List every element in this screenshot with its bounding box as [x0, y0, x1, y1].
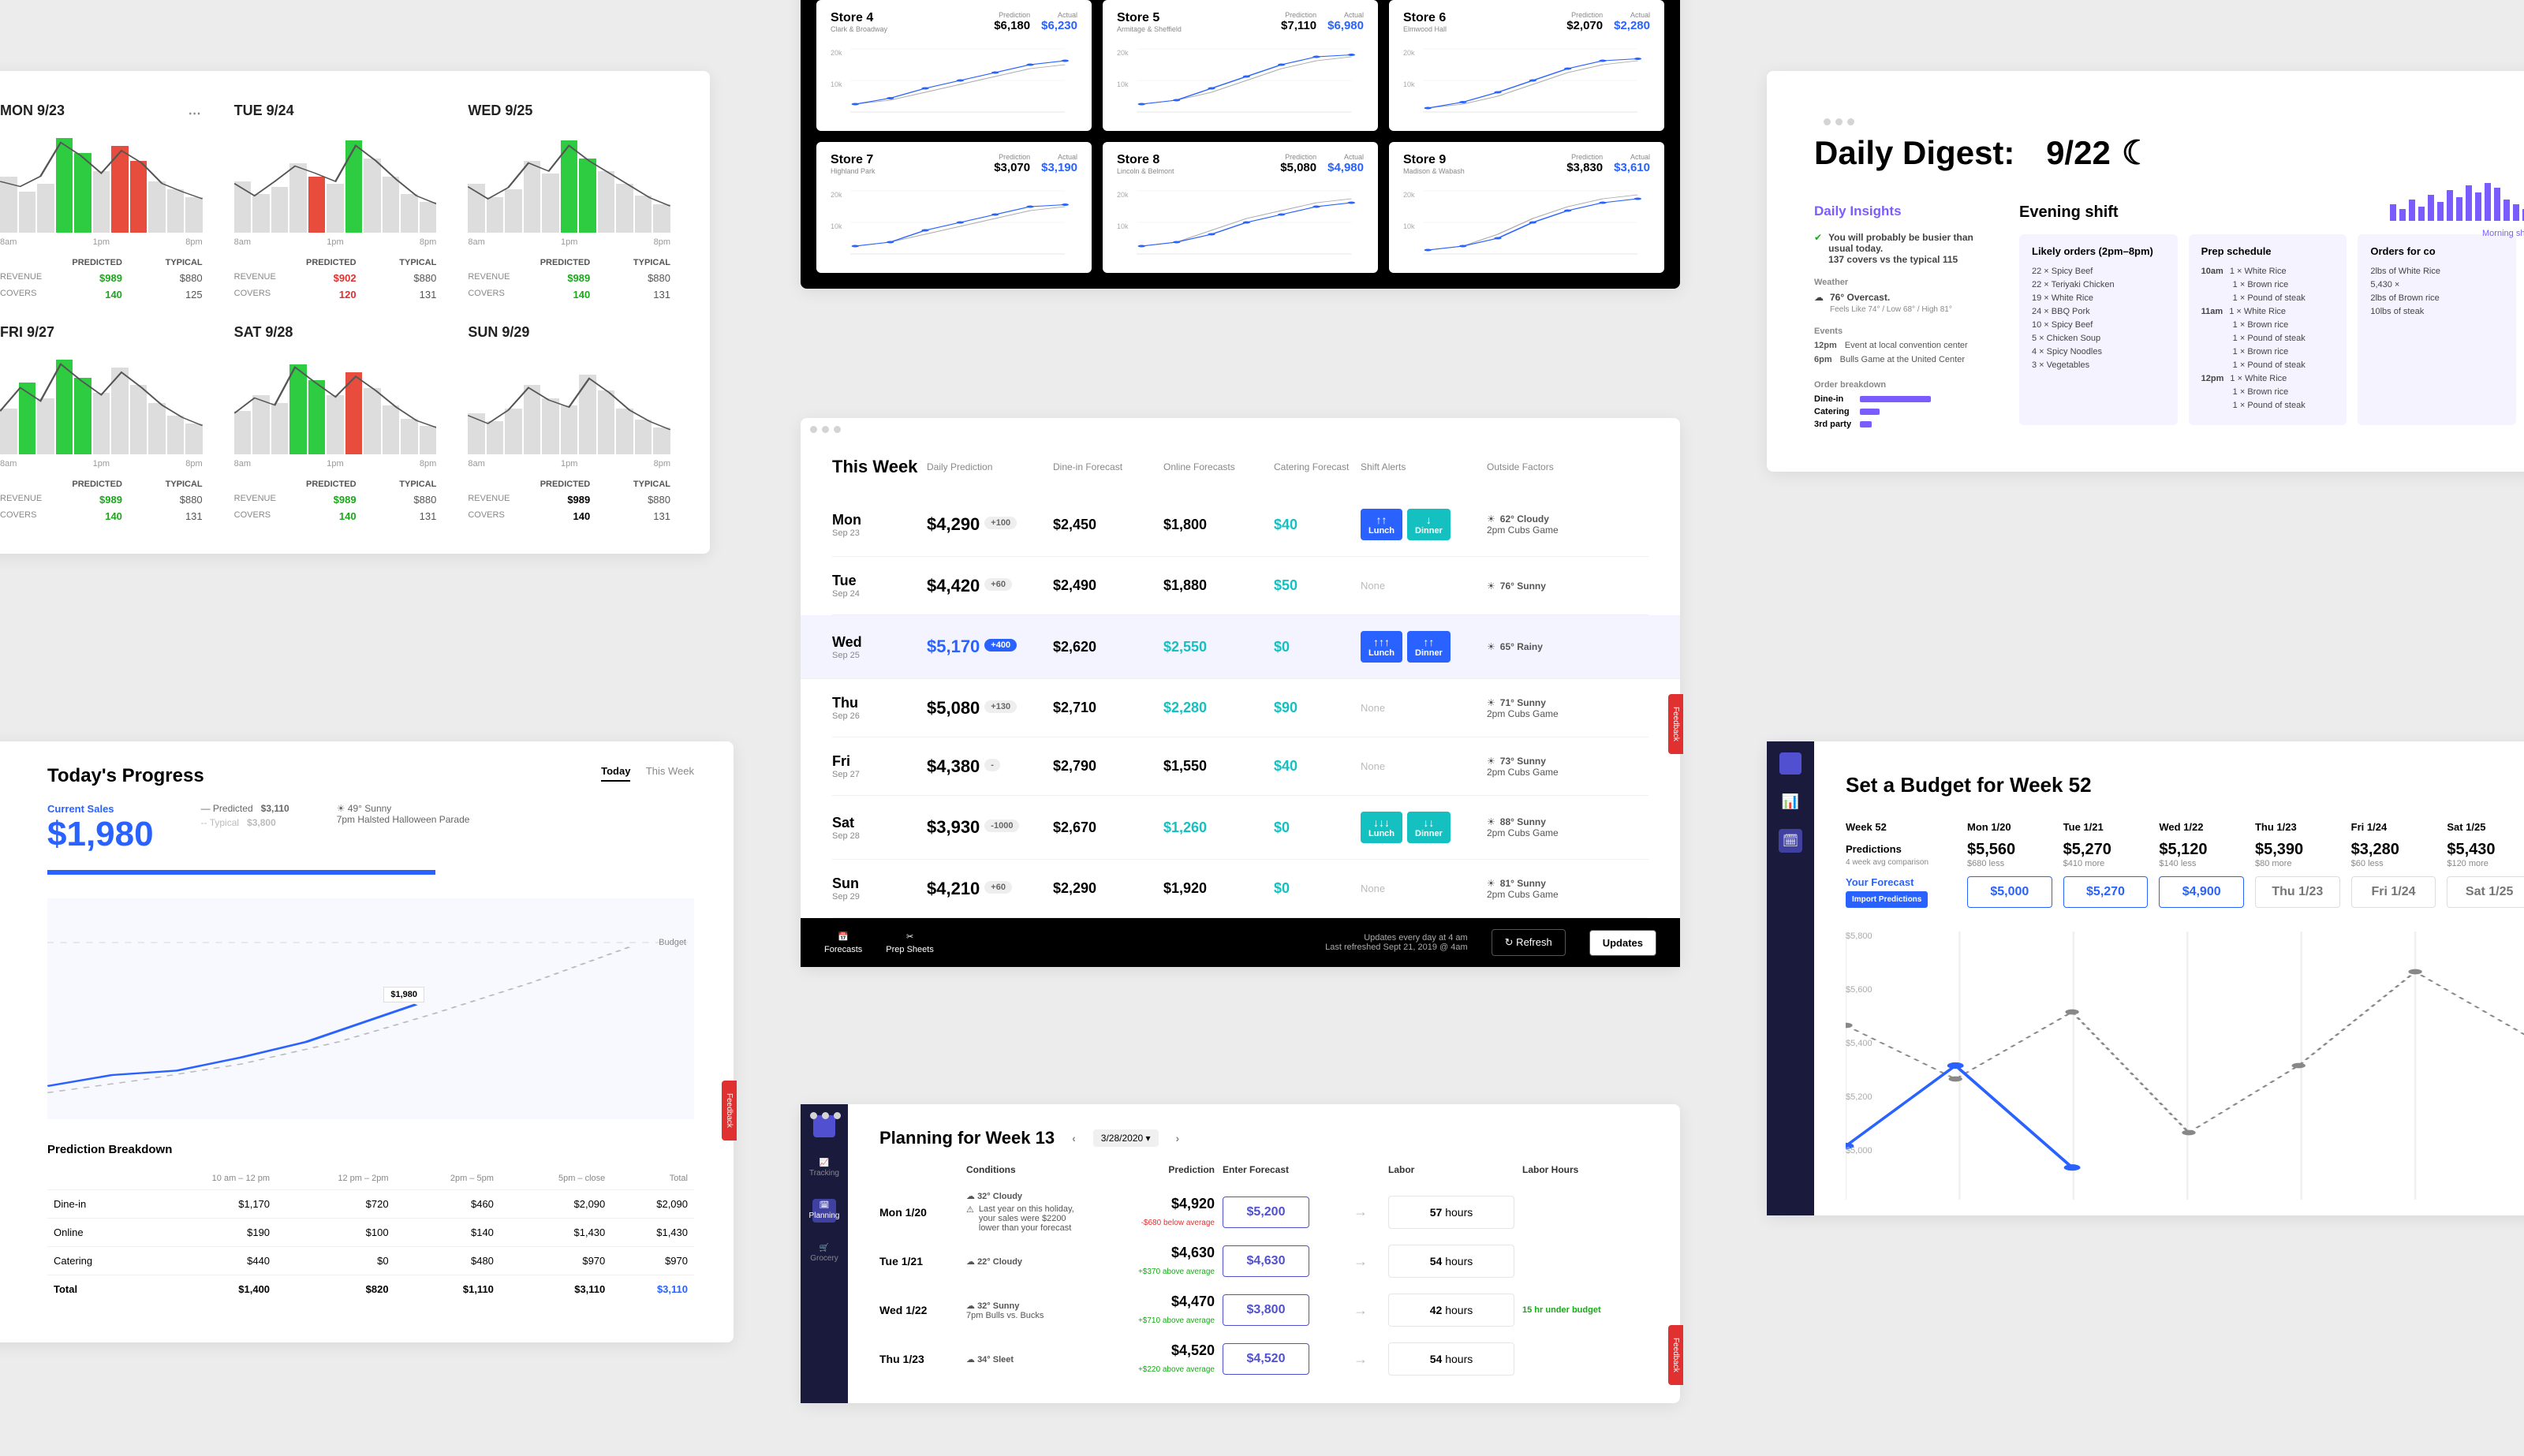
side-nav: 📊 🗓 — [1767, 741, 1814, 1215]
next-week[interactable]: › — [1170, 1130, 1186, 1146]
store-comparison-panel: Store 4Clark & Broadway Prediction$6,180… — [801, 0, 1680, 289]
nav-planning[interactable]: 🗓 — [1779, 829, 1802, 853]
forecast-input[interactable] — [1223, 1294, 1309, 1326]
side-nav: 📈Tracking 🗓Planning 🛒Grocery — [801, 1104, 848, 1403]
nav-prep-sheets[interactable]: ✂Prep Sheets — [886, 931, 934, 954]
refresh-button[interactable]: ↻ Refresh — [1492, 929, 1566, 956]
feedback-tab[interactable]: Feedback — [722, 1081, 737, 1141]
page-title: Today's Progress — [47, 765, 204, 787]
forecast-input[interactable] — [1223, 1197, 1309, 1228]
side-chart — [0, 828, 32, 1012]
digest-title: Daily Digest: 9/22 ☾ — [1814, 133, 2516, 172]
planning-panel: 📈Tracking 🗓Planning 🛒Grocery Planning fo… — [801, 1104, 1680, 1403]
forecast-input[interactable] — [1223, 1343, 1309, 1375]
nav-grocery[interactable]: 🛒Grocery — [812, 1241, 836, 1265]
budget-panel: 📊 🗓 Set a Budget for Week 52 Week 52Mon … — [1767, 741, 2524, 1215]
current-sales-value: $1,980 — [47, 815, 154, 854]
forecast-input[interactable] — [2447, 876, 2524, 908]
forecast-input[interactable] — [1967, 876, 2052, 908]
this-week-panel: This WeekDaily PredictionDine-in Forecas… — [801, 418, 1680, 967]
import-predictions-button[interactable]: Import Predictions — [1846, 891, 1928, 908]
sparkline — [2390, 174, 2524, 221]
planning-title: Planning for Week 13 ‹ 3/28/2020 ▾ › — [879, 1128, 1648, 1148]
prediction-breakdown: Prediction Breakdown 10 am – 12 pm12 pm … — [47, 1143, 694, 1303]
updates-button[interactable]: Updates — [1589, 930, 1656, 956]
feedback-tab[interactable]: Feedback — [1668, 694, 1683, 754]
nav-tracking[interactable]: 📈Tracking — [812, 1156, 836, 1180]
weekly-prediction-panel: ond▾ MON 9/23⋯ 8am1pm8pm PREDICTEDTYPICA… — [0, 71, 710, 554]
daily-insights: Daily Insights ✔You will probably be bus… — [1814, 203, 1996, 432]
current-sales-label: Current Sales — [47, 803, 154, 815]
tab-today[interactable]: Today — [601, 765, 630, 782]
current-point-badge: $1,980 — [383, 987, 424, 1002]
forecast-input[interactable] — [2351, 876, 2436, 908]
legend: — Predicted $3,110 -- Typical $3,800 — [201, 803, 289, 854]
footer-bar: 📅Forecasts ✂Prep Sheets Updates every da… — [801, 918, 1680, 967]
nav-overview[interactable]: 📊 — [1782, 793, 1799, 810]
logo-icon[interactable] — [1779, 752, 1802, 775]
tabs: Today This Week — [601, 765, 694, 777]
sparkline-label: Morning shift — [2482, 229, 2524, 238]
feedback-tab[interactable]: Feedback — [1668, 1325, 1683, 1385]
weather-info: ☀ 49° Sunny 7pm Halsted Halloween Parade — [337, 803, 470, 854]
moon-icon: ☾ — [2122, 133, 2152, 172]
nav-planning[interactable]: 🗓Planning — [812, 1199, 836, 1223]
prev-week[interactable]: ‹ — [1066, 1130, 1082, 1146]
date-pill[interactable]: 3/28/2020 ▾ — [1093, 1129, 1159, 1147]
nav-forecasts[interactable]: 📅Forecasts — [824, 931, 862, 954]
progress-chart: Budget $1,980 — [47, 898, 694, 1119]
progress-bar — [47, 870, 435, 875]
daily-digest-panel: Daily Digest: 9/22 ☾ Morning shift Daily… — [1767, 71, 2524, 472]
forecast-input[interactable] — [2159, 876, 2244, 908]
budget-chart: $5,800$5,600$5,400$5,200$5,000 — [1846, 931, 2524, 1200]
forecast-input[interactable] — [2255, 876, 2340, 908]
todays-progress-panel: in Review Today's Progress Today This We… — [0, 741, 734, 1342]
budget-title: Set a Budget for Week 52 — [1846, 773, 2524, 797]
tab-this-week[interactable]: This Week — [646, 765, 694, 777]
forecast-input[interactable] — [2063, 876, 2149, 908]
evening-shift: Evening shift Likely orders (2pm–8pm)22 … — [2019, 203, 2516, 432]
forecast-input[interactable] — [1223, 1245, 1309, 1277]
